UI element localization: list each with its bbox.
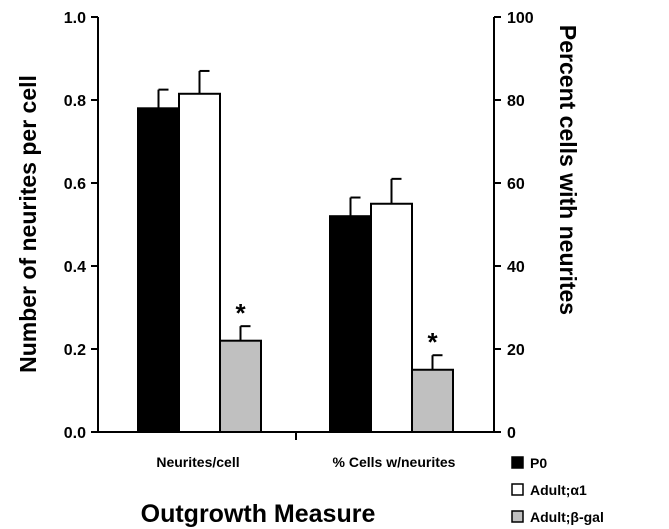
bar	[370, 202, 413, 433]
bar	[411, 368, 454, 433]
y-axis-title-right: Percent cells with neurites	[555, 25, 581, 315]
significance-marker: *	[235, 298, 246, 328]
legend-label: Adult;β-gal	[530, 509, 604, 525]
legend-swatch	[511, 456, 524, 469]
bars	[137, 69, 454, 434]
x-axis-title: Outgrowth Measure	[141, 500, 376, 528]
left-tick-label: 0.8	[64, 93, 86, 110]
left-tick-label: 1.0	[64, 10, 86, 27]
category-label: Neurites/cell	[156, 454, 239, 470]
right-tick-label: 0	[507, 425, 516, 442]
significance-marker: *	[427, 327, 438, 357]
bar	[178, 92, 221, 434]
y-axis-title-left: Number of neurites per cell	[15, 75, 41, 373]
bar	[137, 107, 180, 434]
legend-swatch	[511, 510, 524, 523]
right-tick-label: 40	[507, 259, 525, 276]
right-tick-label: 100	[507, 10, 534, 27]
bar	[329, 215, 372, 433]
legend-label: Adult;α1	[530, 482, 587, 498]
legend-label: P0	[530, 455, 547, 471]
left-tick-label: 0.0	[64, 425, 86, 442]
right-tick-label: 80	[507, 93, 525, 110]
left-tick-label: 0.4	[64, 259, 86, 276]
left-tick-label: 0.2	[64, 342, 86, 359]
right-tick-label: 20	[507, 342, 525, 359]
left-tick-label: 0.6	[64, 176, 86, 193]
labels: 0.0 0.2 0.4 0.6 0.8 1.0 0 20 40 60 80 100 * * Neurites…	[15, 10, 581, 528]
bar	[219, 339, 262, 434]
category-label: % Cells w/neurites	[333, 454, 456, 470]
legend: P0 Adult;α1 Adult;β-gal	[511, 455, 604, 525]
right-tick-label: 60	[507, 176, 525, 193]
legend-swatch	[511, 483, 524, 496]
